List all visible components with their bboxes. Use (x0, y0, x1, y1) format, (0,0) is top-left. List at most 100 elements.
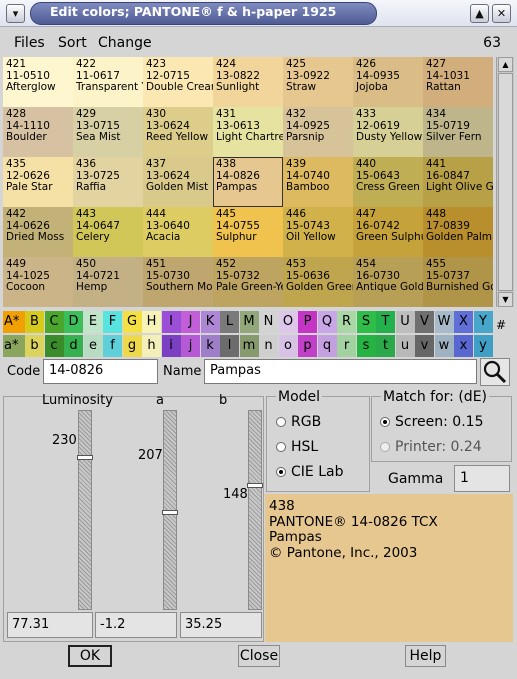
color-cell[interactable]: 437 13-0624 Golden Mist (143, 157, 213, 207)
letter-swatch[interactable]: O (278, 311, 298, 333)
color-cell[interactable]: 450 14-0721 Hemp (73, 257, 143, 307)
letter-swatch[interactable]: I (161, 311, 181, 333)
letter-swatch[interactable]: Q (317, 311, 337, 333)
color-cell[interactable]: 432 14-0925 Parsnip (283, 107, 353, 157)
strip-head[interactable]: A* (3, 311, 26, 333)
letter-swatch[interactable]: X (454, 311, 473, 333)
letter-swatch[interactable]: b (25, 335, 44, 357)
color-cell[interactable]: 430 13-0624 Reed Yellow (143, 107, 213, 157)
letter-swatch[interactable]: U (395, 311, 415, 333)
menu-change[interactable]: Change (98, 35, 152, 51)
color-cell[interactable]: 448 17-0839 Golden Palm (423, 207, 493, 257)
letter-swatch[interactable]: K (200, 311, 220, 333)
letter-swatch[interactable]: B (25, 311, 44, 333)
letter-swatch[interactable]: L (220, 311, 239, 333)
color-cell[interactable]: 453 15-0636 Golden Green (283, 257, 353, 307)
letter-swatch[interactable]: R (337, 311, 356, 333)
menu-sort[interactable]: Sort (58, 35, 87, 51)
letter-swatch[interactable]: J (181, 311, 200, 333)
color-cell[interactable]: 440 15-0643 Cress Green (353, 157, 423, 207)
letter-swatch[interactable]: C (44, 311, 64, 333)
radio-screen[interactable]: Screen: 0.15 (380, 414, 483, 430)
color-cell[interactable]: 424 13-0822 Sunlight (213, 57, 283, 107)
letter-swatch[interactable]: w (434, 335, 454, 357)
name-field[interactable]: Pampas (204, 359, 477, 384)
close-button[interactable]: Close (238, 645, 280, 667)
color-cell[interactable]: 454 16-0730 Antique Gold (353, 257, 423, 307)
b-slider[interactable] (247, 410, 263, 610)
letter-swatch[interactable]: Y (473, 311, 493, 333)
color-cell[interactable]: 427 14-1031 Rattan (423, 57, 493, 107)
color-cell[interactable]: 436 13-0725 Raffia (73, 157, 143, 207)
strip-head[interactable]: a* (3, 335, 26, 357)
letter-swatch[interactable]: f (103, 335, 122, 357)
letter-swatch[interactable]: y (473, 335, 493, 357)
letter-swatch[interactable]: P (298, 311, 317, 333)
luminosity-field[interactable]: 77.31 (7, 612, 93, 638)
letter-swatch[interactable]: m (239, 335, 259, 357)
scroll-up-icon[interactable]: ▲ (498, 57, 513, 72)
letter-swatch[interactable]: E (83, 311, 103, 333)
letter-swatch[interactable]: W (434, 311, 454, 333)
letter-swatch[interactable]: r (337, 335, 356, 357)
radio-hsl[interactable]: HSL (276, 439, 318, 455)
color-cell[interactable]: 426 14-0935 Jojoba (353, 57, 423, 107)
color-cell[interactable]: 439 14-0740 Bamboo (283, 157, 353, 207)
letter-swatch[interactable]: H (142, 311, 161, 333)
b-field[interactable]: 35.25 (180, 612, 262, 638)
letter-swatch[interactable]: F (103, 311, 122, 333)
color-cell[interactable]: 425 13-0922 Straw (283, 57, 353, 107)
letter-swatch[interactable]: M (239, 311, 259, 333)
color-cell[interactable]: 433 12-0619 Dusty Yellow (353, 107, 423, 157)
letter-swatch[interactable]: N (259, 311, 278, 333)
letter-swatch[interactable]: i (161, 335, 181, 357)
letter-swatch[interactable]: l (220, 335, 239, 357)
radio-cielab[interactable]: CIE Lab (276, 464, 343, 480)
color-cell[interactable]: 444 13-0640 Acacia (143, 207, 213, 257)
grid-scrollbar[interactable]: ▲ ▼ (496, 57, 514, 307)
letter-swatch[interactable]: c (44, 335, 64, 357)
scroll-thumb[interactable] (498, 73, 513, 291)
letter-swatch[interactable]: g (122, 335, 142, 357)
color-cell[interactable]: 435 12-0626 Pale Star (3, 157, 73, 207)
letter-swatch[interactable]: k (200, 335, 220, 357)
menu-files[interactable]: Files (14, 35, 45, 51)
radio-printer[interactable]: Printer: 0.24 (380, 439, 482, 455)
luminosity-slider[interactable] (77, 410, 93, 610)
color-cell[interactable]: 443 14-0647 Celery (73, 207, 143, 257)
letter-swatch[interactable]: d (64, 335, 83, 357)
letter-swatch[interactable]: S (356, 311, 376, 333)
b-thumb[interactable] (247, 483, 263, 488)
color-cell[interactable]: 428 14-1110 Boulder (3, 107, 73, 157)
color-cell[interactable]: 449 14-1025 Cocoon (3, 257, 73, 307)
letter-swatch[interactable]: t (376, 335, 395, 357)
color-cell[interactable]: 429 13-0715 Sea Mist (73, 107, 143, 157)
window-menu-icon[interactable]: ▾ (6, 4, 25, 23)
scroll-down-icon[interactable]: ▼ (498, 292, 513, 307)
color-cell[interactable]: 438 14-0826 Pampas (213, 157, 283, 207)
color-cell[interactable]: 442 14-0626 Dried Moss (3, 207, 73, 257)
letter-swatch[interactable]: s (356, 335, 376, 357)
code-field[interactable]: 14-0826 (43, 359, 158, 384)
letter-swatch[interactable]: x (454, 335, 473, 357)
letter-swatch[interactable]: q (317, 335, 337, 357)
close-window-icon[interactable]: ✕ (492, 4, 511, 23)
letter-swatch[interactable]: j (181, 335, 200, 357)
shade-icon[interactable]: ▲ (470, 4, 489, 23)
ok-button[interactable]: OK (68, 645, 112, 667)
a-slider[interactable] (162, 410, 178, 610)
help-button[interactable]: Help (405, 645, 446, 667)
a-field[interactable]: -1.2 (95, 612, 177, 638)
letter-swatch[interactable]: e (83, 335, 103, 357)
color-cell[interactable]: 434 15-0719 Silver Fern (423, 107, 493, 157)
gamma-field[interactable]: 1 (454, 465, 510, 492)
letter-swatch[interactable]: u (395, 335, 415, 357)
